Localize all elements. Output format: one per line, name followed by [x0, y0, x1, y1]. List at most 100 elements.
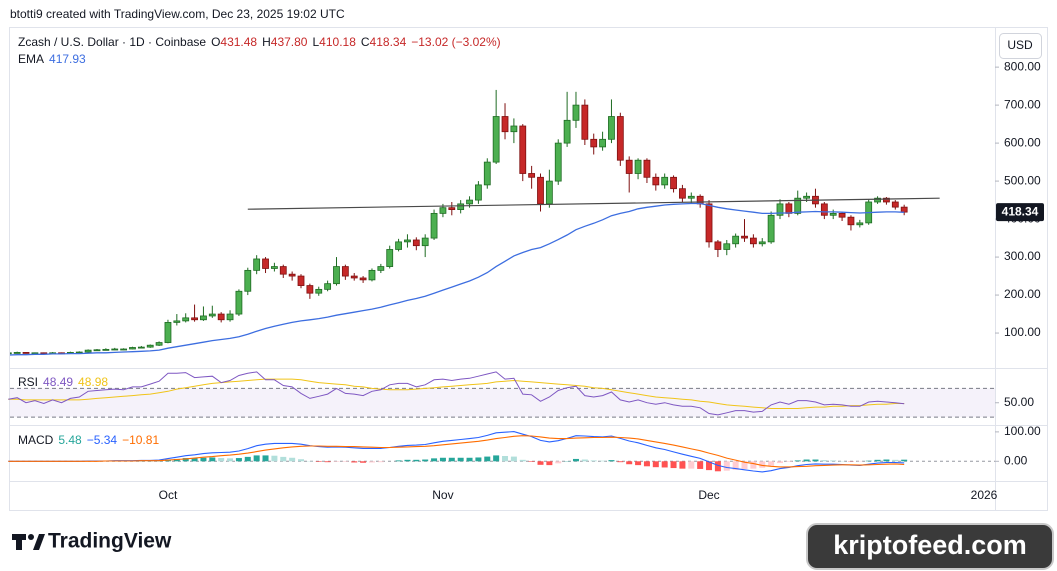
histogram-bar [732, 461, 739, 470]
macd-line [8, 431, 905, 473]
chart-frame [9, 27, 1048, 511]
candle-body [377, 266, 385, 271]
histogram-bar [422, 459, 429, 462]
tradingview-logo [12, 534, 45, 550]
histogram-bar [466, 457, 473, 462]
histogram-bar [173, 458, 180, 462]
histogram-bar [502, 456, 509, 462]
candle-body [625, 159, 633, 174]
legend-value: −10.81 [122, 433, 160, 447]
candle-body [235, 290, 243, 315]
rsi-legend: RSI 48.49 48.98 [18, 375, 108, 389]
histogram-bar [475, 457, 482, 462]
header: btotti9 created with TradingView.com, De… [10, 7, 345, 21]
histogram-bar [351, 461, 358, 463]
candle-body [749, 237, 757, 245]
candle-body [22, 352, 30, 354]
rsi-line [8, 378, 905, 409]
candle-body [572, 104, 580, 121]
legend-name: MACD [18, 433, 54, 447]
candle-body [412, 239, 420, 247]
histogram-bar [892, 459, 899, 462]
candle-body [466, 199, 473, 205]
change-value: −13.02 (−3.02%) [411, 35, 501, 49]
candle-body [803, 195, 810, 199]
last-price-label: 418.34 [1002, 204, 1039, 218]
histogram-bar [457, 457, 464, 462]
legend-value: −5.34 [86, 433, 118, 447]
ohlc-label: O [211, 35, 221, 49]
histogram-bar [546, 461, 553, 466]
ohlc-label: L [312, 35, 320, 49]
rsi-line [8, 371, 905, 416]
histogram-bar [360, 461, 367, 463]
histogram-bar [271, 455, 278, 462]
candle-body [270, 266, 278, 269]
candle-body [93, 349, 101, 352]
x-tick-label: Oct [159, 488, 178, 502]
candle-body [191, 317, 198, 321]
histogram-bar [404, 459, 411, 462]
x-tick-label: Dec [698, 488, 719, 502]
candle-body [333, 266, 340, 285]
candle-body [608, 116, 615, 140]
legend-value: 5.48 [58, 433, 82, 447]
histogram-bar [377, 461, 384, 463]
histogram-bar [830, 460, 837, 462]
y-tick-label: 50.00 [1004, 395, 1034, 409]
histogram-bar [448, 457, 455, 462]
candle-body [829, 212, 837, 216]
candle-body [590, 138, 598, 148]
y-tick-label: 100.00 [1004, 424, 1041, 438]
candle-body [395, 241, 402, 250]
rsi-band [10, 388, 995, 418]
x-tick-label: Nov [432, 488, 453, 502]
histogram-bar [679, 461, 686, 469]
candle-body [741, 235, 748, 239]
candle-body [883, 197, 890, 203]
candle-body [679, 188, 686, 199]
ema-legend: EMA 417.93 [18, 52, 86, 66]
y-tick-label: 100.00 [1004, 325, 1041, 339]
y-tick-label: 600.00 [1004, 135, 1041, 149]
ohlc-label: H [262, 35, 271, 49]
candle-body [714, 241, 722, 250]
histogram-bar [519, 459, 526, 462]
y-tick-label: 800.00 [1004, 59, 1041, 73]
histogram-bar [298, 459, 305, 462]
y-tick-label: 0.00 [1004, 453, 1028, 467]
candle-body [120, 348, 128, 351]
candle-body [439, 207, 447, 214]
histogram-bar [200, 457, 207, 462]
ema-line [10, 202, 905, 356]
histogram-bar [244, 456, 251, 462]
candle-body [200, 315, 207, 321]
ohlc-value: 410.18 [319, 35, 356, 49]
histogram-bar [874, 459, 881, 462]
logo-text: TradingView [48, 530, 172, 553]
trendline [247, 197, 940, 210]
histogram-bar [706, 461, 713, 471]
candle-body [226, 313, 234, 321]
candle-body [510, 125, 518, 133]
currency-label[interactable]: USD [1007, 38, 1033, 52]
candle-body [847, 216, 855, 226]
price-pane [10, 89, 940, 356]
candle-body [767, 214, 775, 243]
histogram-bar [493, 455, 500, 462]
ohlc-item: H437.80 [262, 35, 307, 49]
currency-button[interactable] [999, 33, 1042, 59]
candle-body [696, 195, 704, 205]
histogram-bar [750, 461, 757, 469]
candle-body [457, 203, 465, 210]
last-price-tag [996, 203, 1044, 222]
candle-body [359, 277, 367, 281]
histogram-bar [262, 455, 269, 462]
histogram-bar [608, 460, 615, 462]
histogram-bar [289, 457, 296, 462]
histogram-bar [741, 461, 748, 469]
histogram-bar [182, 458, 189, 462]
histogram-bar [227, 458, 234, 462]
candle-body [315, 288, 323, 294]
